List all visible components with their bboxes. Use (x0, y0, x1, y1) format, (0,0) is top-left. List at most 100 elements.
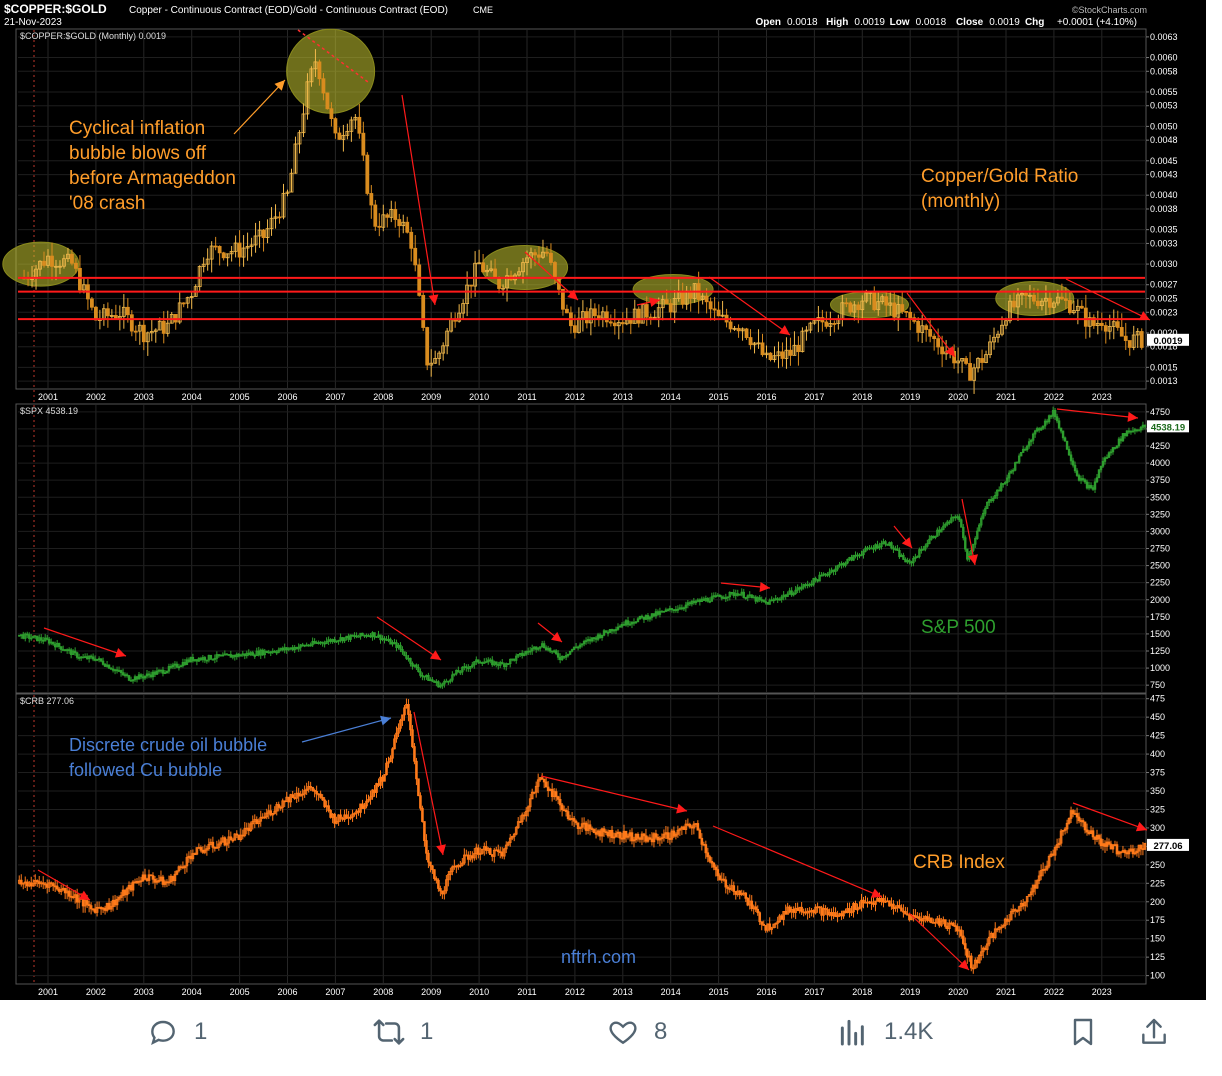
x-tick-label-bottom: 2006 (277, 987, 297, 997)
candle-body (768, 352, 773, 361)
candle-body (143, 874, 147, 880)
series-spx (18, 406, 1147, 689)
candle-body (275, 804, 279, 812)
spx-legend: $SPX 4538.19 (20, 406, 78, 416)
candle-body (688, 602, 692, 605)
candle-body (207, 843, 211, 850)
candle-body (592, 637, 596, 640)
candle-body (648, 316, 653, 319)
candle-body (357, 116, 362, 134)
candle-body (630, 832, 634, 842)
candle-body (840, 913, 843, 917)
candle-body (976, 358, 980, 369)
candle-body (546, 786, 550, 792)
candle-body (1013, 462, 1017, 471)
candle-body (1119, 438, 1123, 442)
candle-body (187, 659, 191, 663)
candle-body (477, 847, 480, 855)
candle-body (950, 517, 953, 523)
candle-body (514, 827, 518, 835)
candle-body (1133, 852, 1137, 855)
candle-body (542, 643, 546, 649)
candle-body (959, 929, 963, 937)
candle-body (183, 865, 187, 869)
candle-body (702, 843, 706, 846)
candle-body (940, 529, 943, 533)
exchange-label: CME (473, 5, 493, 15)
quote-label-open: Open (755, 17, 781, 28)
candle-body (433, 358, 438, 364)
like-button[interactable]: 8 (606, 1012, 667, 1052)
candle-body (383, 774, 386, 782)
stockcharts-image: $COPPER:$GOLD Copper - Continuous Contra… (0, 0, 1206, 1000)
candle-body (816, 579, 819, 582)
candle-body (28, 634, 31, 639)
y-tick-label: 3500 (1150, 492, 1170, 502)
reply-button[interactable]: 1 (146, 1012, 207, 1052)
candle-body (38, 260, 42, 270)
y-tick-label: 0.0040 (1150, 190, 1178, 200)
candle-body (940, 346, 945, 355)
candle-body (405, 655, 408, 659)
candle-body (247, 652, 250, 656)
candle-body (213, 846, 217, 849)
y-tick-label: 150 (1150, 934, 1165, 944)
candle-body (1043, 420, 1047, 427)
x-tick-label-bottom: 2014 (661, 987, 681, 997)
candle-body (824, 321, 829, 327)
candle-body (373, 789, 376, 793)
candle-body (463, 854, 466, 864)
candle-body (946, 925, 949, 930)
candle-body (405, 221, 410, 233)
candle-body (119, 670, 123, 674)
retweet-button[interactable]: 1 (372, 1012, 433, 1052)
y-tick-label: 4000 (1150, 458, 1170, 468)
candle-body (497, 277, 501, 289)
candle-body (842, 563, 845, 566)
candle-body (836, 565, 839, 570)
candle-body (525, 651, 528, 655)
candle-body (191, 853, 195, 860)
candle-body (680, 292, 685, 305)
quote-row: +0.0001 (+4.10%) Chg 0.0019 Close 0.0018 Low 0… (755, 17, 1137, 28)
candle-body (1024, 292, 1028, 296)
candle-body (533, 252, 537, 256)
candle-body (866, 901, 869, 904)
candle-body (46, 255, 50, 266)
candle-body (103, 664, 107, 667)
candle-body (125, 674, 129, 677)
y-tick-label: 0.0027 (1150, 280, 1178, 290)
candle-body (640, 304, 645, 324)
candle-body (556, 796, 560, 800)
candle-body (1105, 457, 1109, 459)
candle-body (977, 955, 981, 964)
candle-body (710, 860, 714, 864)
y-tick-label: 375 (1150, 768, 1165, 778)
candle-body (692, 600, 696, 604)
candle-body (564, 655, 568, 658)
candle-body (225, 842, 229, 846)
candle-body (1063, 298, 1068, 301)
views-button[interactable]: 1.4K (836, 1012, 933, 1052)
candle-body (37, 881, 41, 885)
candle-body (431, 679, 434, 682)
candle-body (844, 562, 847, 566)
candle-body (932, 535, 935, 538)
candle-body (936, 529, 939, 537)
candle-body (233, 242, 238, 252)
candle-body (173, 873, 177, 882)
candle-body (245, 246, 250, 249)
candle-body (744, 328, 749, 338)
candle-body (205, 848, 209, 851)
candle-body (995, 928, 999, 931)
share-button[interactable] (1137, 1012, 1171, 1052)
candle-body (369, 796, 372, 800)
candle-body (644, 304, 649, 318)
bookmark-button[interactable] (1066, 1012, 1100, 1052)
candle-body (293, 797, 296, 799)
candle-body (57, 888, 61, 892)
candle-body (756, 908, 760, 914)
candle-body (51, 883, 55, 887)
candle-body (646, 837, 650, 842)
candle-body (295, 646, 298, 650)
